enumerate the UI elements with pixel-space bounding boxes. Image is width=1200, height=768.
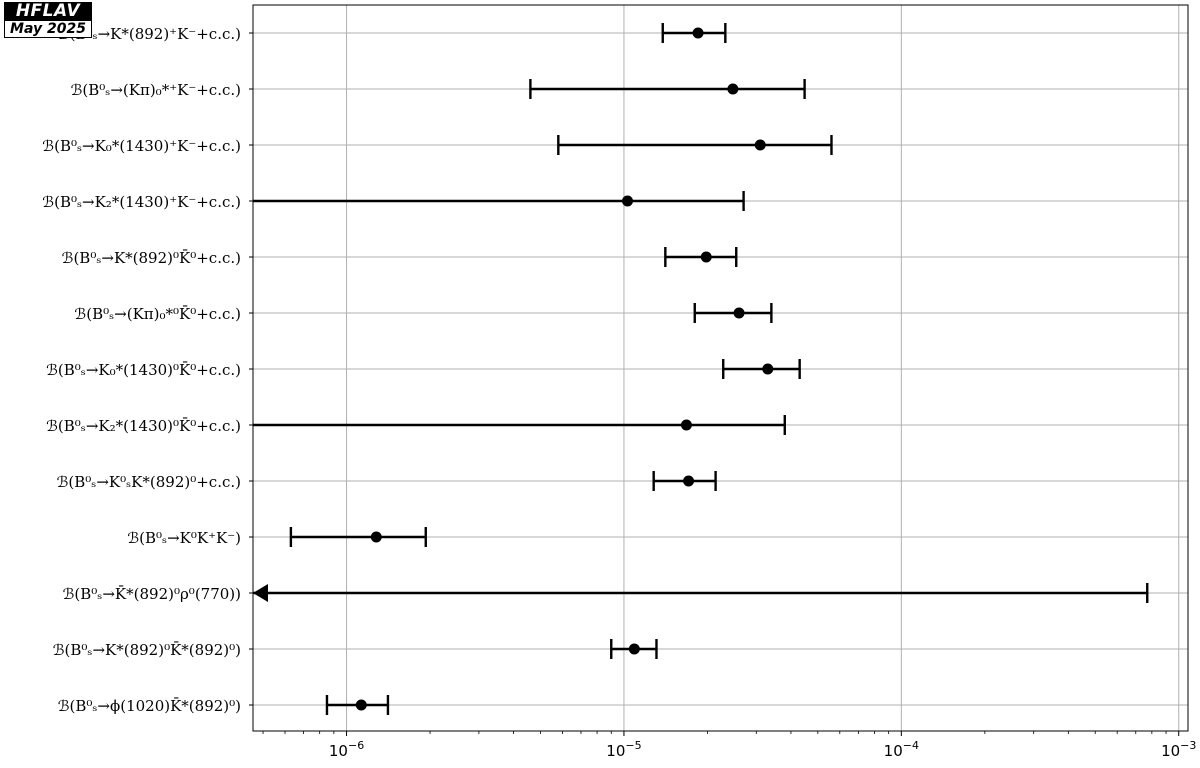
measurement — [722, 359, 801, 379]
measurement — [289, 527, 427, 547]
measurement — [610, 639, 658, 659]
y-tick-label: ℬ(B⁰ₛ→(Kπ)₀*⁰K̄⁰+c.c.) — [74, 305, 241, 323]
x-tick-label: 10−3 — [1161, 739, 1196, 760]
data-point — [762, 363, 774, 375]
y-tick-label: ℬ(B⁰ₛ→K₂*(1430)⁺K⁻+c.c.) — [42, 193, 241, 211]
data-point — [628, 643, 640, 655]
y-tick-label: ℬ(B⁰ₛ→(Kπ)₀*⁺K⁻+c.c.) — [71, 81, 241, 99]
x-tick-label: 10−4 — [884, 739, 919, 760]
y-tick-label: ℬ(B⁰ₛ→K₀*(1430)⁺K⁻+c.c.) — [42, 137, 241, 155]
hflav-logo-title: HFLAV — [4, 2, 92, 21]
y-tick-label: ℬ(B⁰ₛ→K₀*(1430)⁰K̄⁰+c.c.) — [46, 361, 241, 379]
data-point — [683, 475, 695, 487]
data-point — [733, 307, 745, 319]
measurement — [325, 695, 390, 715]
y-tick-label: ℬ(B⁰ₛ→ϕ(1020)K̄*(892)⁰) — [58, 697, 241, 715]
data-point — [355, 699, 367, 711]
data-point — [680, 419, 692, 431]
y-tick-label: ℬ(B⁰ₛ→K*(892)⁰K̄⁰+c.c.) — [62, 249, 241, 267]
measurement — [664, 247, 738, 267]
x-tick-label: 10−5 — [606, 739, 641, 760]
data-point — [700, 251, 712, 263]
data-point — [754, 139, 766, 151]
y-tick-label: ℬ(B⁰ₛ→K⁰ₛK*(892)⁰+c.c.) — [57, 473, 241, 491]
y-tick-label: ℬ(B⁰ₛ→K̄*(892)⁰ρ⁰(770)) — [63, 585, 241, 603]
measurement — [253, 191, 745, 211]
y-tick-label: ℬ(B⁰ₛ→K₂*(1430)⁰K̄⁰+c.c.) — [46, 417, 241, 435]
measurement — [652, 471, 717, 491]
upper-limit-arrow — [253, 584, 268, 602]
measurement — [557, 135, 833, 155]
data-point — [622, 195, 634, 207]
measurement — [693, 303, 773, 323]
data-point — [692, 27, 704, 39]
data-point — [370, 531, 382, 543]
measurement — [253, 583, 1149, 603]
measurement — [253, 415, 786, 435]
x-tick-label: 10−6 — [329, 739, 364, 760]
hflav-badge: HFLAV May 2025 — [4, 2, 92, 38]
y-tick-label: ℬ(B⁰ₛ→K⁰K⁺K⁻) — [127, 529, 241, 547]
y-tick-label: ℬ(B⁰ₛ→K*(892)⁰K̄*(892)⁰) — [53, 641, 241, 659]
data-point — [727, 83, 739, 95]
plot-frame — [252, 4, 1189, 732]
measurement — [661, 23, 727, 43]
hflav-date: May 2025 — [4, 21, 92, 38]
measurement — [529, 79, 806, 99]
y-tick-label: ℬ(B⁰ₛ→K*(892)⁺K⁻+c.c.) — [58, 25, 241, 43]
